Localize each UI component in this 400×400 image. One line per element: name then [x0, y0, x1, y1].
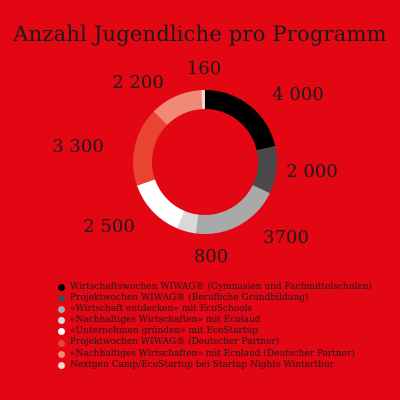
- legend-item-4: «Nachhaltiges Wirtschaften» mit Ecolaud: [58, 315, 394, 326]
- legend-label-7: «Nachhaltiges Wirtschaften» mit Ecolaud …: [70, 348, 355, 359]
- donut-slice-1: [205, 90, 276, 151]
- legend-item-1: Wirtschaftswochen WIWAG® (Gymnasien und …: [58, 282, 394, 293]
- legend-swatch-1: [58, 284, 65, 292]
- legend-item-2: Projektwochen WIWAG® (Berufliche Grundbi…: [58, 293, 394, 304]
- legend-swatch-3: [58, 306, 65, 314]
- legend-item-6: Projektwochen WIWAG® (Deutscher Partner): [58, 337, 394, 348]
- legend: Wirtschaftswochen WIWAG® (Gymnasien und …: [58, 282, 394, 371]
- legend-swatch-6: [58, 339, 65, 347]
- legend-swatch-4: [58, 317, 65, 325]
- legend-label-2: Projektwochen WIWAG® (Berufliche Grundbi…: [70, 293, 309, 304]
- slice-value-label-6: 3 300: [52, 136, 104, 157]
- slice-value-label-1: 4 000: [272, 84, 324, 105]
- donut-slice-3: [196, 185, 270, 234]
- slice-value-label-8: 160: [187, 58, 221, 79]
- legend-label-3: «Wirtschaft entdecken» mit EcoSchools: [70, 304, 253, 315]
- legend-item-8: Nextgen Camp/EcoStartup bei Startup Nigh…: [58, 360, 394, 371]
- slice-value-label-3: 3700: [263, 227, 309, 248]
- legend-label-1: Wirtschaftswochen WIWAG® (Gymnasien und …: [70, 282, 373, 292]
- legend-item-7: «Nachhaltiges Wirtschaften» mit Ecolaud …: [58, 349, 394, 360]
- donut-slice-4: [177, 210, 199, 234]
- legend-swatch-7: [58, 350, 65, 358]
- legend-label-5: «Unternehmen gründen» mit EcoStartup: [70, 326, 259, 337]
- legend-swatch-8: [58, 361, 65, 369]
- legend-swatch-2: [58, 295, 65, 303]
- legend-label-8: Nextgen Camp/EcoStartup bei Startup Nigh…: [70, 359, 334, 370]
- slice-value-label-7: 2 200: [112, 72, 164, 93]
- legend-label-6: Projektwochen WIWAG® (Deutscher Partner): [70, 337, 280, 348]
- legend-label-4: «Nachhaltiges Wirtschaften» mit Ecolaud: [70, 315, 261, 326]
- legend-swatch-5: [58, 328, 65, 336]
- legend-item-5: «Unternehmen gründen» mit EcoStartup: [58, 326, 394, 337]
- slice-value-label-2: 2 000: [286, 161, 338, 182]
- donut-slice-7: [153, 90, 203, 125]
- donut-slice-5: [137, 179, 185, 229]
- slice-value-label-5: 2 500: [83, 216, 135, 237]
- slice-value-label-4: 800: [194, 246, 228, 267]
- chart-title: Anzahl Jugendliche pro Programm: [13, 22, 387, 46]
- donut-slice-8: [201, 90, 205, 110]
- donut-slice-2: [252, 146, 277, 194]
- legend-item-3: «Wirtschaft entdecken» mit EcoSchools: [58, 304, 394, 315]
- donut-slice-6: [133, 111, 168, 186]
